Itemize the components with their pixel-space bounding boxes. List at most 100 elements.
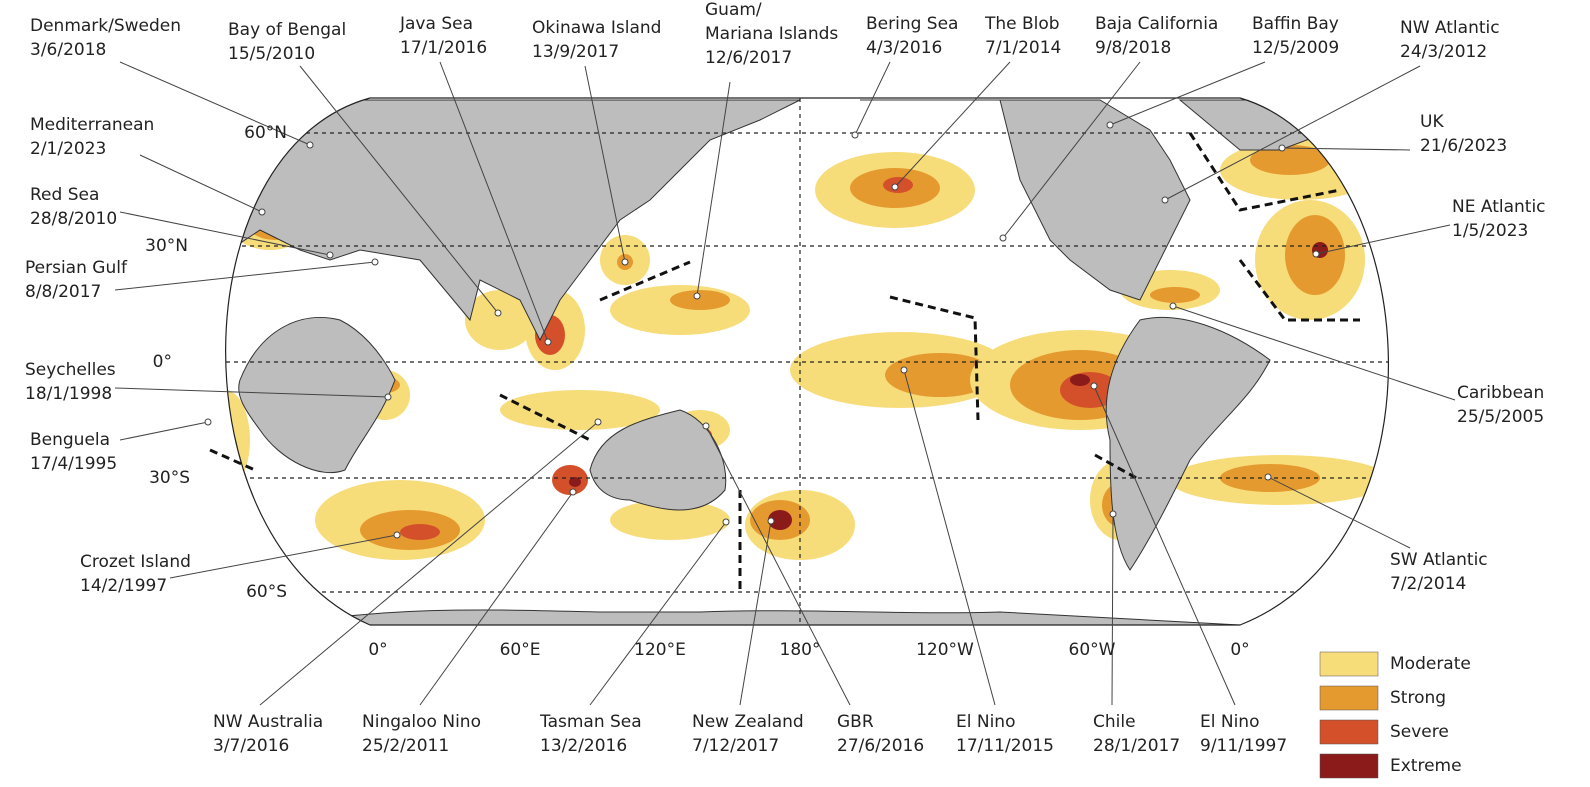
- event-date: 25/5/2005: [1457, 407, 1544, 427]
- event-date: 7/1/2014: [985, 38, 1061, 58]
- event-date: 24/3/2012: [1400, 42, 1487, 62]
- heat-patch: [883, 177, 913, 193]
- event-date: 21/6/2023: [1420, 136, 1507, 156]
- event-name: Chile: [1093, 712, 1136, 732]
- event-date: 14/2/1997: [80, 576, 167, 596]
- leader-line: [903, 369, 996, 706]
- event-date: 27/6/2016: [837, 736, 924, 756]
- legend: Moderate Strong Severe Extreme: [1319, 651, 1471, 779]
- latitude-label: 30°N: [145, 236, 188, 256]
- event-point: [393, 531, 401, 539]
- event-date: 8/8/2017: [25, 282, 101, 302]
- longitude-label: 120°E: [634, 640, 686, 660]
- heat-patch: [569, 477, 581, 487]
- heat-patch: [670, 290, 730, 310]
- longitude-label: 180°: [780, 640, 821, 660]
- event-name: The Blob: [984, 14, 1060, 34]
- leader-line: [139, 154, 263, 213]
- event-date: 1/5/2023: [1452, 221, 1528, 241]
- boundaries: [209, 132, 1360, 590]
- heat-patch: [1250, 145, 1330, 175]
- event-point: [1161, 196, 1169, 204]
- heat-patch: [610, 500, 730, 540]
- event-point: [494, 309, 502, 317]
- event-name: El Nino: [956, 712, 1015, 732]
- event-name: NW Atlantic: [1400, 18, 1500, 38]
- event-point: [569, 488, 577, 496]
- event-point: [1169, 302, 1177, 310]
- heat-patch: [1070, 374, 1090, 386]
- event-name: El Nino: [1200, 712, 1259, 732]
- event-name: Persian Gulf: [25, 258, 128, 278]
- event-point: [722, 518, 730, 526]
- event-point: [371, 258, 379, 266]
- leader-line: [696, 81, 731, 297]
- event-name: Baja California: [1095, 14, 1218, 34]
- event-point: [384, 393, 392, 401]
- latitude-label: 0°: [153, 352, 172, 372]
- event-point: [306, 141, 314, 149]
- event-date: 3/7/2016: [213, 736, 289, 756]
- leader-line: [259, 421, 599, 706]
- event-point: [204, 418, 212, 426]
- graticule: [225, 98, 1389, 625]
- latitude-label: 60°S: [246, 582, 287, 602]
- event-point: [851, 131, 859, 139]
- leader-line: [1267, 476, 1411, 549]
- legend-swatch: [1319, 753, 1379, 779]
- longitude-label: 0°: [368, 640, 387, 660]
- leader-line: [119, 61, 311, 146]
- event-point: [693, 292, 701, 300]
- event-point: [594, 418, 602, 426]
- event-point: [1106, 121, 1114, 129]
- event-name: Baffin Bay: [1252, 14, 1339, 34]
- event-name: Caribbean: [1457, 383, 1544, 403]
- event-name: Mediterranean: [30, 115, 154, 135]
- map-frame: [225, 97, 1390, 626]
- event-point: [1312, 250, 1320, 258]
- event-date: 15/5/2010: [228, 44, 315, 64]
- event-point: [326, 251, 334, 259]
- leader-line: [119, 421, 209, 441]
- event-date: 25/2/2011: [362, 736, 449, 756]
- leader-line: [1111, 513, 1114, 706]
- event-date: 7/12/2017: [692, 736, 779, 756]
- leader-line: [589, 521, 727, 706]
- longitude-label: 120°W: [916, 640, 974, 660]
- legend-label: Moderate: [1390, 654, 1471, 674]
- legend-swatch: [1319, 651, 1379, 677]
- event-point: [900, 366, 908, 374]
- event-date: 9/8/2018: [1095, 38, 1171, 58]
- heat-patch: [610, 285, 750, 335]
- event-name: Tasman Sea: [539, 712, 642, 732]
- event-point: [1264, 473, 1272, 481]
- heat-patch: [465, 290, 535, 350]
- leader-line: [739, 520, 772, 706]
- event-point: [702, 422, 710, 430]
- heat-patch: [400, 524, 440, 540]
- event-date: 4/3/2016: [866, 38, 942, 58]
- longitude-label: 60°W: [1069, 640, 1116, 660]
- event-date: 17/1/2016: [400, 38, 487, 58]
- event-name: NE Atlantic: [1452, 197, 1546, 217]
- event-date: 17/4/1995: [30, 454, 117, 474]
- event-name: NW Australia: [213, 712, 323, 732]
- leader-line: [114, 261, 376, 291]
- event-name: Ningaloo Nino: [362, 712, 481, 732]
- event-date: 12/6/2017: [705, 48, 792, 68]
- heat-patch: [885, 353, 995, 397]
- event-date: 17/11/2015: [956, 736, 1054, 756]
- event-name: Okinawa Island: [532, 18, 661, 38]
- leader-line: [114, 387, 389, 398]
- leader-line: [894, 61, 1011, 188]
- event-point: [1278, 144, 1286, 152]
- event-point: [999, 234, 1007, 242]
- leader-line: [584, 65, 626, 263]
- heat-patch: [1150, 287, 1200, 303]
- event-point: [258, 208, 266, 216]
- heat-patch: [768, 510, 792, 530]
- labels: Denmark/Sweden 3/6/2018 Bay of Bengal 15/5/…: [25, 0, 1546, 756]
- leader-line: [299, 65, 499, 314]
- leader-line: [854, 61, 891, 136]
